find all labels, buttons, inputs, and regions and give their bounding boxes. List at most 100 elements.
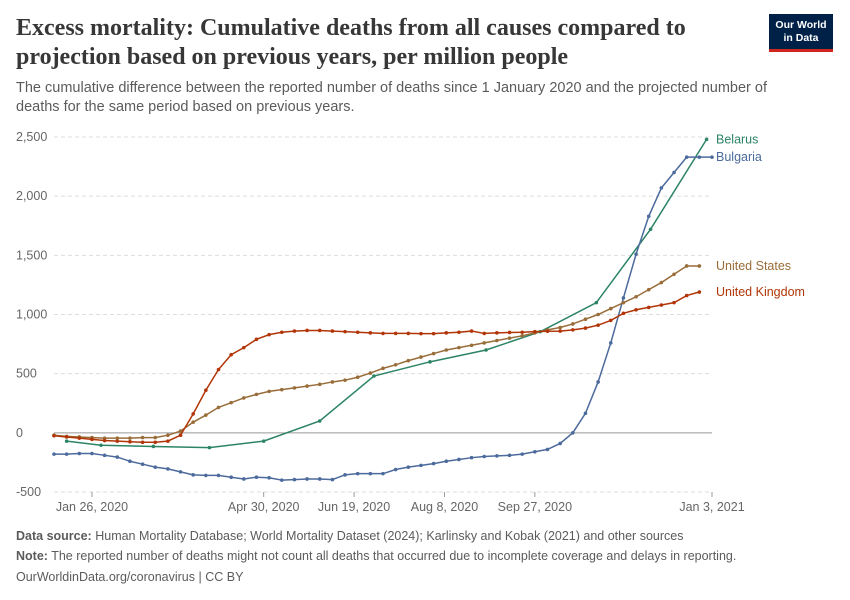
data-point	[216, 367, 221, 372]
data-point	[372, 374, 376, 378]
series-united-states[interactable]	[52, 264, 702, 440]
series-line	[66, 138, 708, 449]
data-point	[216, 405, 221, 410]
data-point	[419, 355, 423, 359]
data-point	[457, 330, 461, 335]
series-bulgaria[interactable]	[52, 155, 714, 482]
data-point	[242, 477, 246, 481]
axes: -500 0 500 1,000 1,500 2,000 2,500 Jan 26, 2020…	[16, 130, 745, 514]
chart-subtitle: The cumulative difference between the re…	[16, 80, 767, 115]
data-point	[533, 449, 537, 454]
owid-logo[interactable]: Our World in Data	[769, 14, 833, 52]
data-point	[419, 331, 423, 336]
series-label[interactable]: Bulgaria	[716, 150, 762, 164]
data-point	[64, 439, 69, 443]
data-point	[267, 476, 271, 480]
x-tick-label: Aug 8, 2020	[411, 500, 478, 514]
data-point	[279, 387, 284, 392]
data-point	[166, 467, 170, 471]
data-point	[115, 455, 120, 459]
series-united-kingdom[interactable]	[52, 290, 702, 445]
data-point	[469, 343, 474, 348]
data-point	[267, 332, 271, 337]
data-point	[229, 352, 233, 357]
data-point	[558, 329, 562, 333]
note-text: The reported number of deaths might not …	[51, 549, 737, 563]
data-point	[583, 411, 588, 416]
data-point	[659, 303, 664, 307]
data-point	[64, 452, 69, 456]
series-label[interactable]: United Kingdom	[716, 285, 805, 299]
series-label[interactable]: Belarus	[716, 132, 758, 146]
logo-line-2: in Data	[783, 32, 819, 44]
data-point	[634, 252, 638, 256]
data-point	[317, 419, 322, 423]
data-point	[343, 378, 347, 382]
x-tick-label: Apr 30, 2020	[228, 500, 300, 514]
data-point	[128, 436, 132, 440]
data-point	[520, 334, 524, 338]
y-tick-label: 500	[16, 367, 37, 381]
data-point	[596, 380, 600, 384]
data-point	[545, 447, 550, 452]
data-point	[684, 264, 689, 268]
data-point	[634, 307, 638, 312]
data-point	[457, 457, 461, 462]
data-point	[648, 227, 653, 232]
credit-line[interactable]: OurWorldinData.org/coronavirus | CC BY	[16, 570, 244, 584]
data-point	[672, 272, 676, 277]
source-text[interactable]: Human Mortality Database; World Mortalit…	[95, 529, 684, 543]
data-point	[330, 329, 335, 333]
data-point	[381, 331, 385, 336]
series-lines	[52, 137, 714, 482]
y-tick-label: 1,000	[16, 308, 47, 322]
data-point	[102, 453, 107, 458]
data-point	[457, 345, 461, 350]
data-point	[242, 345, 246, 350]
data-point	[355, 330, 360, 335]
x-tick-label: Sep 27, 2020	[498, 500, 572, 514]
note: Note: The reported number of deaths migh…	[16, 549, 736, 563]
data-point	[444, 348, 449, 352]
data-point	[533, 329, 537, 334]
data-point	[254, 392, 259, 397]
data-point	[697, 155, 702, 159]
y-tick-label: 1,500	[16, 248, 47, 262]
data-point	[216, 473, 221, 478]
data-point	[343, 473, 347, 477]
y-tick-label: 0	[16, 426, 23, 440]
data-point	[596, 312, 600, 317]
y-tick-label: -500	[16, 485, 41, 499]
data-point	[204, 388, 208, 393]
data-point	[507, 453, 512, 458]
x-tick-label: Jun 19, 2020	[318, 500, 390, 514]
data-point	[292, 386, 297, 390]
data-point	[267, 389, 271, 394]
data-point	[621, 296, 626, 300]
series-line	[53, 265, 700, 439]
data-point	[166, 439, 170, 443]
data-point	[330, 477, 335, 482]
data-point	[684, 293, 689, 298]
data-point	[431, 351, 436, 356]
data-point	[204, 413, 208, 417]
data-point	[254, 337, 259, 342]
data-point	[495, 338, 499, 343]
data-point	[305, 328, 309, 333]
data-point	[684, 155, 689, 159]
series-belarus[interactable]	[64, 137, 709, 450]
data-point	[343, 329, 347, 334]
data-point	[64, 435, 69, 439]
data-point	[229, 400, 233, 405]
data-point	[368, 471, 373, 476]
data-point	[279, 478, 284, 482]
series-label[interactable]: United States	[716, 259, 791, 273]
data-point	[672, 170, 676, 175]
data-point	[368, 371, 373, 375]
data-point	[229, 475, 233, 480]
data-point	[406, 358, 411, 363]
data-point	[697, 290, 702, 294]
data-point	[507, 330, 512, 335]
data-point	[90, 451, 94, 456]
data-point	[495, 331, 499, 335]
